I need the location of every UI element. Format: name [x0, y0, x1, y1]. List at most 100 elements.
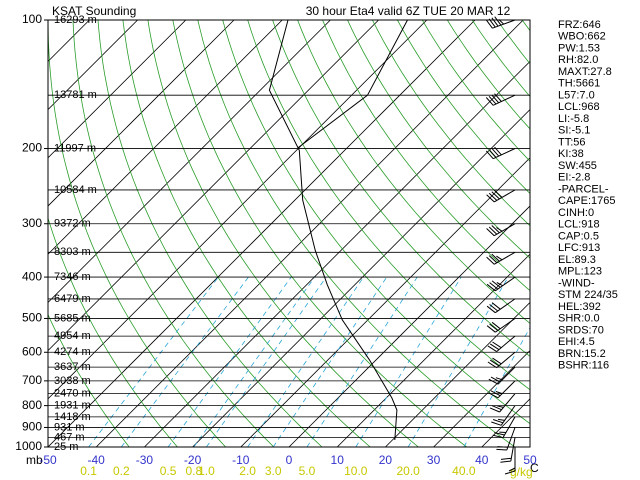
dry-adiabat: [197, 20, 516, 447]
index-text: CAPE:1765: [558, 195, 615, 207]
isotherm: [48, 20, 331, 303]
isotherm: [95, 20, 524, 447]
dry-adiabat: [72, 20, 275, 447]
mixing-ratio-label: 2.0: [239, 464, 256, 478]
background-lines: [48, 20, 640, 447]
height-label: 13781 m: [54, 89, 97, 101]
height-label: 3038 m: [54, 375, 91, 387]
wind-barb: [491, 405, 516, 426]
index-text: LCL:968: [558, 101, 600, 113]
wind-barb: [487, 335, 516, 353]
isotherm: [144, 60, 530, 447]
index-text: LCL:918: [558, 219, 600, 231]
index-text: CINH:0: [558, 207, 594, 219]
isotherm: [433, 350, 530, 447]
isotherm: [48, 20, 476, 447]
mixing-ratio-line: [463, 326, 530, 447]
mixing-ratio-label: 3.0: [265, 464, 282, 478]
x-tick-label: 30: [427, 453, 441, 467]
dry-adiabat: [446, 20, 530, 130]
index-text: EHI:4.5: [558, 336, 595, 348]
y-tick-label: 200: [22, 141, 42, 155]
mixing-ratio-label: 20.0: [396, 464, 420, 478]
x-tick-label: 20: [379, 453, 393, 467]
index-text: L57:7.0: [558, 89, 595, 101]
index-text: FRZ:646: [558, 19, 601, 31]
height-label: 7346 m: [54, 271, 91, 283]
mixing-ratio-line: [206, 276, 327, 447]
y-tick-label: 900: [22, 420, 42, 434]
isotherm: [336, 253, 530, 447]
y-tick-label: 800: [22, 398, 42, 412]
index-text: BRN:15.2: [558, 348, 606, 360]
index-text: LI:-5.8: [558, 113, 589, 125]
mixing-ratio-line: [247, 276, 364, 447]
isotherm: [240, 157, 530, 447]
x-tick-label: -50: [39, 453, 57, 467]
y-tick-label: 600: [22, 344, 42, 358]
chart-subtitle: 30 hour Eta4 valid 6Z TUE 20 MAR 12: [306, 4, 511, 18]
wind-barb: [492, 416, 516, 439]
y-tick-label: 500: [22, 311, 42, 325]
wind-barb: [486, 223, 516, 237]
mixing-ratio-line: [272, 276, 388, 447]
index-text: STM 224/35: [558, 289, 618, 301]
index-text: KI:38: [558, 148, 584, 160]
height-label: 4274 m: [54, 346, 91, 358]
dry-adiabat: [372, 20, 530, 227]
dry-adiabat: [272, 20, 530, 357]
wind-barb: [500, 437, 516, 463]
plot-frame: [47, 19, 531, 448]
mixing-ratio-label: 0.8: [185, 464, 202, 478]
dry-adiabat: [222, 20, 530, 425]
index-text: -WIND-: [558, 277, 595, 289]
wind-barb: [485, 93, 516, 106]
wind-barb: [486, 276, 516, 292]
isotherm: [48, 20, 379, 352]
mixing-ratio-line: [306, 276, 418, 447]
mixing-ratio-label: 0.5: [160, 464, 177, 478]
wind-barb: [486, 298, 516, 314]
index-text: PW:1.53: [558, 42, 600, 54]
height-label: 2470 m: [54, 388, 91, 400]
isotherm: [48, 20, 187, 159]
dry-adiabat: [48, 313, 130, 447]
dry-adiabat: [48, 216, 178, 447]
mixing-ratio-line: [193, 276, 315, 447]
x-tick-label: 10: [331, 453, 345, 467]
mixing-ratio-label: 40.0: [452, 464, 476, 478]
wind-barb: [488, 366, 516, 385]
wind-barb: [485, 146, 516, 160]
x-unit: C: [530, 461, 539, 475]
wind-barb: [504, 447, 516, 475]
wind-barb: [489, 393, 516, 413]
wind-barb: [486, 318, 516, 333]
mixing-ratio-label: 1.0: [198, 464, 215, 478]
x-tick-label: 40: [475, 453, 489, 467]
dry-adiabat: [597, 20, 640, 447]
isotherm: [48, 20, 235, 207]
wind-barb: [488, 380, 516, 399]
index-text: -PARCEL-: [558, 183, 609, 195]
index-text: HEL:392: [558, 301, 601, 313]
dry-adiabat: [322, 20, 530, 292]
isotherm: [48, 20, 138, 111]
index-text: SW:455: [558, 160, 597, 172]
wind-barb: [487, 351, 516, 369]
index-text: TT:56: [558, 136, 586, 148]
profile-line: [297, 19, 408, 148]
index-text: MAXT:27.8: [558, 66, 612, 78]
mixing-ratio-unit: g/kg: [510, 465, 533, 479]
mixing-ratio-line: [167, 276, 292, 447]
y-tick-label: 100: [22, 12, 42, 26]
height-label: 5685 m: [54, 312, 91, 324]
dry-adiabat: [247, 20, 530, 391]
height-label: 1931 m: [54, 400, 91, 412]
height-label: 10584 m: [54, 184, 97, 196]
index-text: SHR:0.0: [558, 313, 600, 325]
wind-barb: [485, 16, 516, 29]
dry-adiabat: [471, 20, 530, 98]
profile-line: [268, 19, 398, 441]
mixing-ratio-line: [407, 276, 509, 447]
